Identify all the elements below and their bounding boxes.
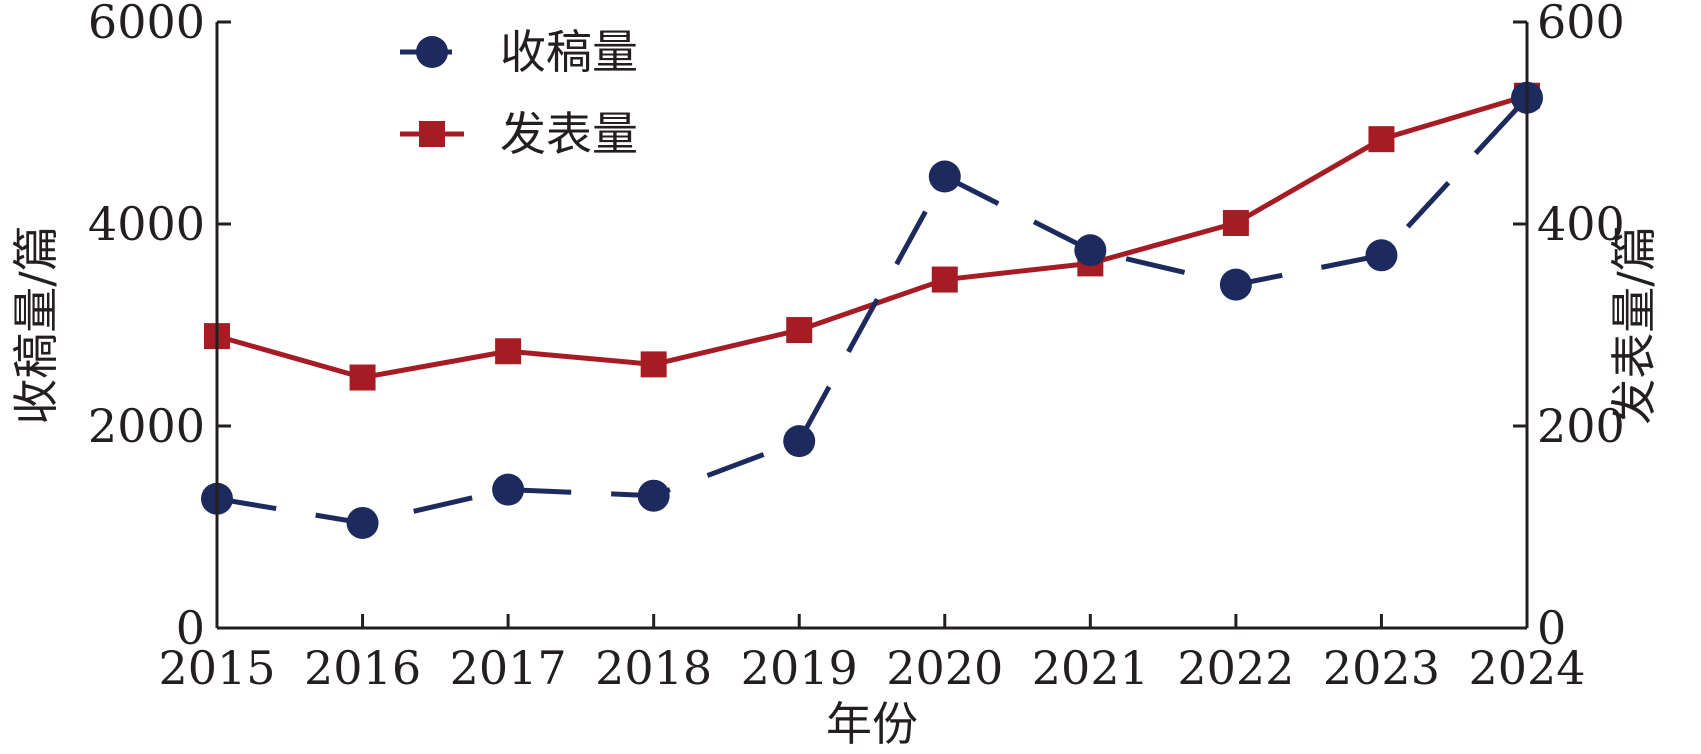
- x-tick-label: 2020: [886, 641, 1003, 695]
- legend-label-published: 发表量: [500, 107, 638, 161]
- legend-marker-published: [419, 121, 445, 147]
- y-right-tick-label: 600: [1537, 0, 1625, 49]
- data-point-received: [1074, 234, 1107, 267]
- data-point-received: [346, 506, 379, 539]
- y-right-tick-label: 400: [1537, 197, 1625, 251]
- legend-label-received: 收稿量: [500, 25, 638, 79]
- y-left-tick-label: 6000: [88, 0, 205, 49]
- series-line-received: [216, 96, 1529, 526]
- x-tick-label: 2015: [158, 641, 275, 695]
- series-layer: [201, 81, 1543, 539]
- y-left-tick-label: 4000: [88, 197, 205, 251]
- x-tick-label: 2021: [1032, 641, 1149, 695]
- data-point-published: [349, 364, 376, 391]
- data-point-published: [495, 338, 522, 365]
- data-point-published: [786, 317, 813, 344]
- x-tick-label: 2022: [1177, 641, 1294, 695]
- data-point-published: [931, 266, 958, 293]
- data-point-received: [1219, 268, 1252, 301]
- data-point-published: [1222, 209, 1249, 236]
- legend-marker-received: [416, 36, 448, 68]
- y-right-axis-title: 发表量/篇: [1607, 225, 1661, 425]
- series-line-published: [216, 93, 1528, 381]
- y-left-tick-label: 2000: [88, 399, 205, 453]
- data-point-received: [928, 160, 961, 193]
- data-point-received: [637, 479, 670, 512]
- data-point-received: [492, 473, 525, 506]
- y-right-tick-label: 0: [1537, 601, 1566, 655]
- y-left-tick-label: 0: [176, 601, 205, 655]
- data-point-received: [1365, 239, 1398, 272]
- axes-layer: 0 2000 4000 6000 0 200 400 600 2015 2016 2017 2018 2…: [88, 0, 1625, 695]
- x-tick-label: 2017: [450, 641, 567, 695]
- y-left-axis-title: 收稿量/篇: [9, 225, 63, 425]
- x-tick-label: 2016: [304, 641, 421, 695]
- x-tick-label: 2023: [1323, 641, 1440, 695]
- data-point-published: [1368, 126, 1395, 153]
- x-tick-label: 2019: [741, 641, 858, 695]
- x-tick-label: 2018: [595, 641, 712, 695]
- x-axis-title: 年份: [826, 697, 918, 751]
- x-tick-label: 2024: [1468, 641, 1585, 695]
- data-point-published: [640, 351, 667, 378]
- y-right-tick-label: 200: [1537, 399, 1625, 453]
- data-point-received: [783, 425, 816, 458]
